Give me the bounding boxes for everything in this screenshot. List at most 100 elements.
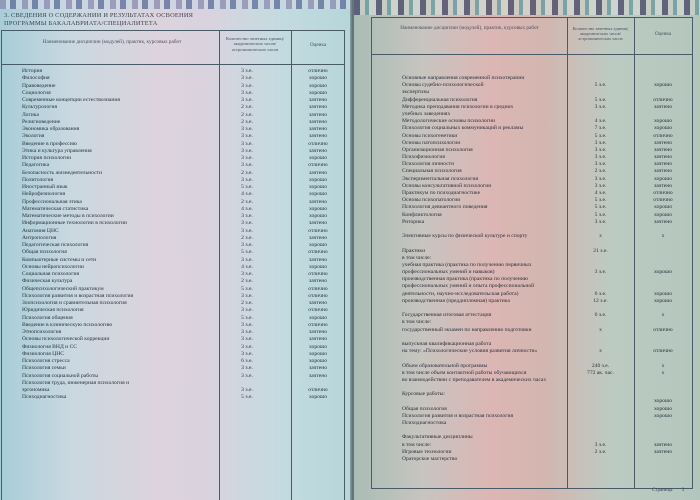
- grade-cell: x: [661, 362, 665, 369]
- table-row: [372, 240, 692, 247]
- table-row: Психодиагностика 5 з.е. хорошо: [2, 394, 344, 401]
- grade-cell: хорошо: [653, 82, 673, 89]
- table-row: Физическая культура 2 з.е. зачтено: [2, 278, 344, 285]
- grade-cell: зачтено: [309, 133, 327, 140]
- discipline-name: Математическая статистика: [22, 205, 89, 212]
- discipline-name: Экономика образования: [22, 126, 80, 132]
- discipline-name: Основы психопатологии: [402, 197, 461, 204]
- table-row: Основы нейропсихологии 4 з.е. хорошо: [2, 264, 344, 271]
- credits-cell: 5 з.е.: [241, 285, 253, 292]
- grade-cell: хорошо: [308, 394, 328, 401]
- table-row: Введение в клиническую психологию 3 з.е. о…: [2, 322, 344, 329]
- table-row: Психология девиантного поведения 5 з.е. хо…: [372, 204, 692, 211]
- table-row: в том числе:: [372, 319, 692, 326]
- table-row: Специальная психология 2 з.е. зачтено: [372, 168, 692, 175]
- discipline-name: Этнопсихология: [22, 329, 62, 335]
- discipline-name: Экспериментальная психология: [402, 175, 479, 182]
- grade-cell: зачтено: [309, 336, 327, 343]
- credits-cell: 21 з.е.: [593, 247, 608, 254]
- table-row: Основные направления современной психоте…: [372, 75, 692, 82]
- discipline-name: Основы патопсихологии: [402, 139, 461, 146]
- discipline-name: Политология: [22, 176, 54, 183]
- discipline-name: производственная практика (практика по п…: [402, 276, 528, 283]
- grade-cell: отлично: [308, 292, 328, 299]
- discipline-name: в том числе:: [402, 254, 432, 261]
- discipline-name: деятельности, научно-исследовательская р…: [402, 290, 519, 297]
- discipline-name: Социология: [22, 89, 51, 96]
- column-header-name: Наименование дисциплин (модулей), практи…: [42, 39, 182, 45]
- discipline-name: Методика преподавания психологии в средн…: [402, 103, 514, 110]
- credits-cell: 6 з.е.: [241, 358, 253, 364]
- credits-cell: 5 з.е.: [241, 314, 253, 321]
- table-row: Психология социальных коммуникаций и рек…: [372, 125, 692, 132]
- discipline-name: Введение в профессию: [22, 140, 77, 147]
- grade-cell: хорошо: [308, 314, 328, 321]
- grade-cell: хорошо: [308, 191, 328, 198]
- table-row: Психология семьи 3 з.е. зачтено: [2, 365, 344, 372]
- credits-cell: 3 з.е.: [241, 372, 253, 379]
- discipline-name: Философия: [22, 75, 50, 82]
- table-row: экспертизы: [372, 89, 692, 96]
- grade-cell: хорошо: [653, 290, 673, 297]
- discipline-name: Психология девиантного поведения: [402, 204, 488, 211]
- discipline-name: Компьютерные системы и сети: [22, 256, 97, 263]
- column-header-credits: Количество зачетных единиц/ академически…: [225, 36, 285, 52]
- grade-cell: отлично: [308, 249, 328, 256]
- grade-cell: отлично: [653, 326, 673, 333]
- table-row: Психодиагностика: [372, 420, 692, 427]
- grade-cell: хорошо: [653, 405, 673, 412]
- table-row: во взаимодействии с преподавателем в ака…: [372, 377, 692, 384]
- table-row: Психология труда, инженерная психология …: [2, 380, 344, 387]
- grade-cell: хорошо: [308, 205, 328, 212]
- discipline-name: Общепсихологический практикум: [22, 285, 104, 292]
- table-row: Основы психопатологии 5 з.е. отлично: [372, 197, 692, 204]
- discipline-name: Игровые технологии: [402, 448, 452, 455]
- grade-cell: зачтено: [309, 220, 327, 227]
- credits-cell: 2 з.е.: [241, 111, 253, 118]
- table-row: Государственная итоговая аттестация 6 з.е…: [372, 312, 692, 319]
- grade-cell: хорошо: [653, 297, 673, 304]
- credits-cell: x: [599, 233, 602, 240]
- grade-cell: хорошо: [308, 184, 328, 190]
- credits-cell: 2 з.е.: [241, 198, 253, 205]
- credits-cell: 7 з.е.: [594, 125, 607, 132]
- table-row: Нейрофизиология 4 з.е. хорошо: [2, 191, 344, 198]
- grade-cell: отлично: [308, 227, 328, 234]
- credits-cell: 6 з.е.: [594, 290, 607, 297]
- table-row: Профессиональная этика 2 з.е. зачтено: [2, 199, 344, 206]
- table-body: Основные направления современной психоте…: [372, 75, 692, 463]
- discipline-name: Организационная психология: [402, 146, 473, 153]
- table-row: Практики 21 з.е.: [372, 248, 692, 255]
- table-row: Экология 3 з.е. зачтено: [2, 133, 344, 140]
- table-row: Физиология ВНД и СС 3 з.е. хорошо: [2, 344, 344, 351]
- grade-cell: хорошо: [653, 125, 673, 132]
- table-row: Основы психогенетики 5 з.е. отлично: [372, 133, 692, 140]
- discipline-name: Педагогика: [22, 162, 50, 169]
- credits-cell: 3 з.е.: [594, 441, 607, 448]
- grade-cell: хорошо: [308, 176, 328, 183]
- credits-cell: 5 з.е.: [594, 197, 607, 204]
- credits-cell: 5 з.е.: [241, 249, 253, 256]
- table-row: Этнопсихология 3 з.е. зачтено: [2, 329, 344, 336]
- table-row: Психология развития и возрастная психоло…: [372, 413, 692, 420]
- table-row: государственный экзамен по направлению п…: [372, 327, 692, 334]
- discipline-name: Государственная итоговая аттестация: [402, 312, 492, 319]
- credits-cell: 2 з.е.: [241, 169, 253, 176]
- discipline-name: Практики: [402, 247, 426, 254]
- credits-cell: 6 з.е.: [594, 312, 607, 319]
- discipline-name: Элективные курсы по физической культуре …: [402, 233, 528, 240]
- page-footer: Страница 3: [652, 488, 684, 493]
- table-row: Курсовые работы:: [372, 391, 692, 398]
- table-row: Общепсихологический практикум 5 з.е. отлич…: [2, 286, 344, 293]
- grade-cell: x: [661, 312, 665, 319]
- grade-cell: хорошо: [653, 175, 673, 182]
- grade-cell: зачтено: [654, 218, 672, 225]
- grade-cell: зачтено: [309, 104, 327, 111]
- discipline-name: Психология социальных коммуникаций и рек…: [402, 125, 524, 132]
- table-row: Зоопсихология и сравнительная психология…: [2, 300, 344, 307]
- credits-cell: 240 з.е.: [591, 362, 610, 369]
- table-row: Практикум по психодиагностике 4 з.е. отлич…: [372, 190, 692, 197]
- table-row: на тему: «Психологические условия развит…: [372, 348, 692, 355]
- discipline-name: Психология развития и возрастная психоло…: [402, 412, 514, 419]
- table-row: История психологии 3 з.е. хорошо: [2, 155, 344, 162]
